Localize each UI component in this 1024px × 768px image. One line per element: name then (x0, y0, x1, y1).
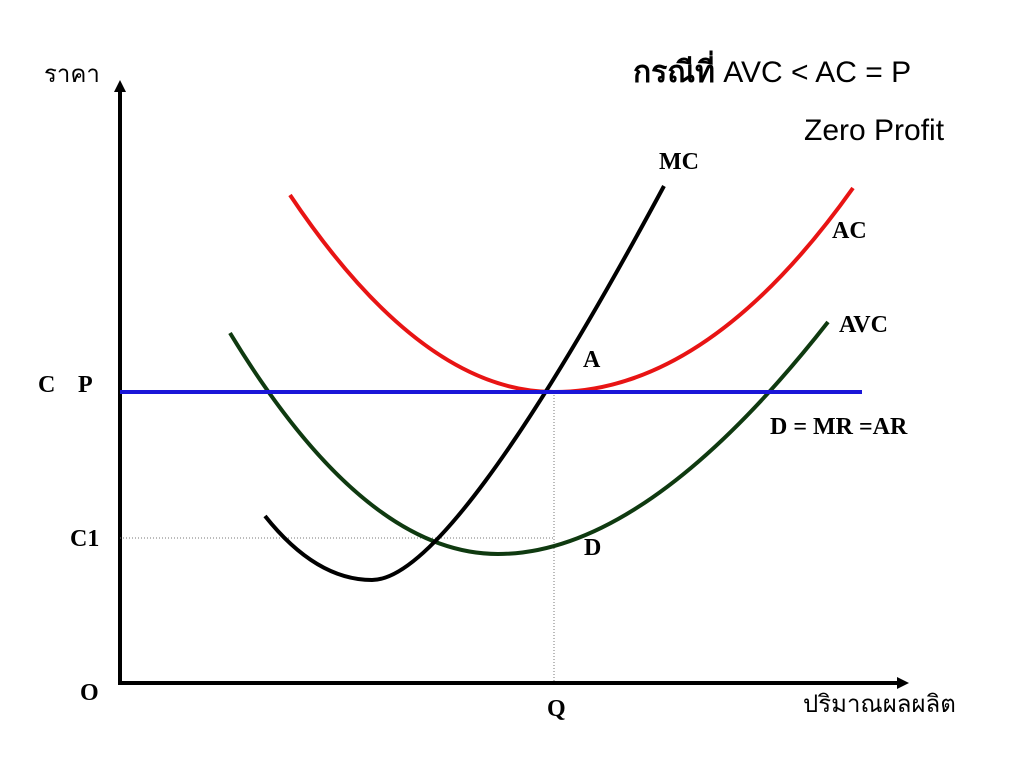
chart-subtitle: Zero Profit (804, 114, 945, 147)
demand-label: D = MR =AR (770, 414, 908, 440)
price-label-c: C (38, 372, 55, 398)
y-axis-label: ราคา (44, 61, 100, 88)
ac-label: AC (832, 218, 867, 244)
point-d-label: D (584, 535, 601, 561)
mc-label: MC (659, 149, 699, 175)
chart-title: กรณีที่ AVC < AC = P (633, 50, 911, 89)
origin-label: O (80, 680, 99, 706)
quantity-label-q: Q (547, 696, 566, 722)
title-formula: AVC < AC = P (715, 56, 911, 89)
avc-curve (228, 320, 830, 557)
avc-label: AVC (839, 312, 888, 338)
ac-curve (288, 186, 855, 395)
x-axis-label: ปริมาณผลผลิต (803, 691, 956, 718)
mc-curve (263, 185, 666, 583)
title-thai: กรณีที่ (633, 50, 715, 89)
price-label-p: P (78, 372, 93, 398)
cost-label-c1: C1 (70, 526, 99, 552)
point-a-label: A (583, 347, 601, 373)
